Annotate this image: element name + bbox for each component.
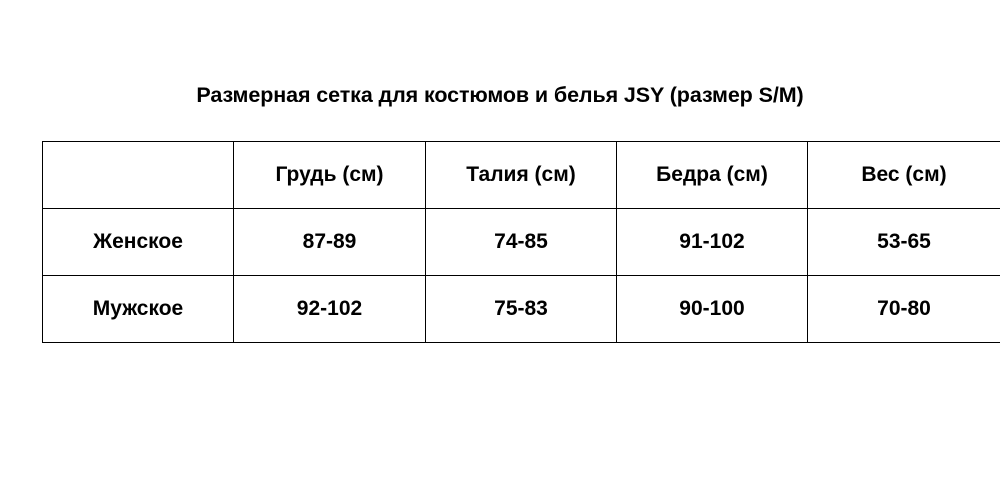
table-row: Мужское 92-102 75-83 90-100 70-80 bbox=[42, 275, 1000, 343]
row-label-female: Женское bbox=[42, 208, 234, 276]
table-row: Женское 87-89 74-85 91-102 53-65 bbox=[42, 208, 1000, 276]
cell-male-hips: 90-100 bbox=[616, 275, 808, 343]
cell-female-hips: 91-102 bbox=[616, 208, 808, 276]
cell-male-waist: 75-83 bbox=[425, 275, 617, 343]
header-cell-waist: Талия (см) bbox=[425, 141, 617, 209]
cell-male-weight: 70-80 bbox=[807, 275, 1000, 343]
cell-female-weight: 53-65 bbox=[807, 208, 1000, 276]
header-cell-chest: Грудь (см) bbox=[233, 141, 426, 209]
cell-male-chest: 92-102 bbox=[233, 275, 426, 343]
cell-female-chest: 87-89 bbox=[233, 208, 426, 276]
cell-female-waist: 74-85 bbox=[425, 208, 617, 276]
header-cell-hips: Бедра (см) bbox=[616, 141, 808, 209]
size-chart-table: Грудь (см) Талия (см) Бедра (см) Вес (см… bbox=[42, 141, 1000, 343]
table-header-row: Грудь (см) Талия (см) Бедра (см) Вес (см… bbox=[42, 141, 1000, 209]
header-cell-corner bbox=[42, 141, 234, 209]
header-cell-weight: Вес (см) bbox=[807, 141, 1000, 209]
page-title: Размерная сетка для костюмов и белья JSY… bbox=[196, 83, 804, 107]
row-label-male: Мужское bbox=[42, 275, 234, 343]
